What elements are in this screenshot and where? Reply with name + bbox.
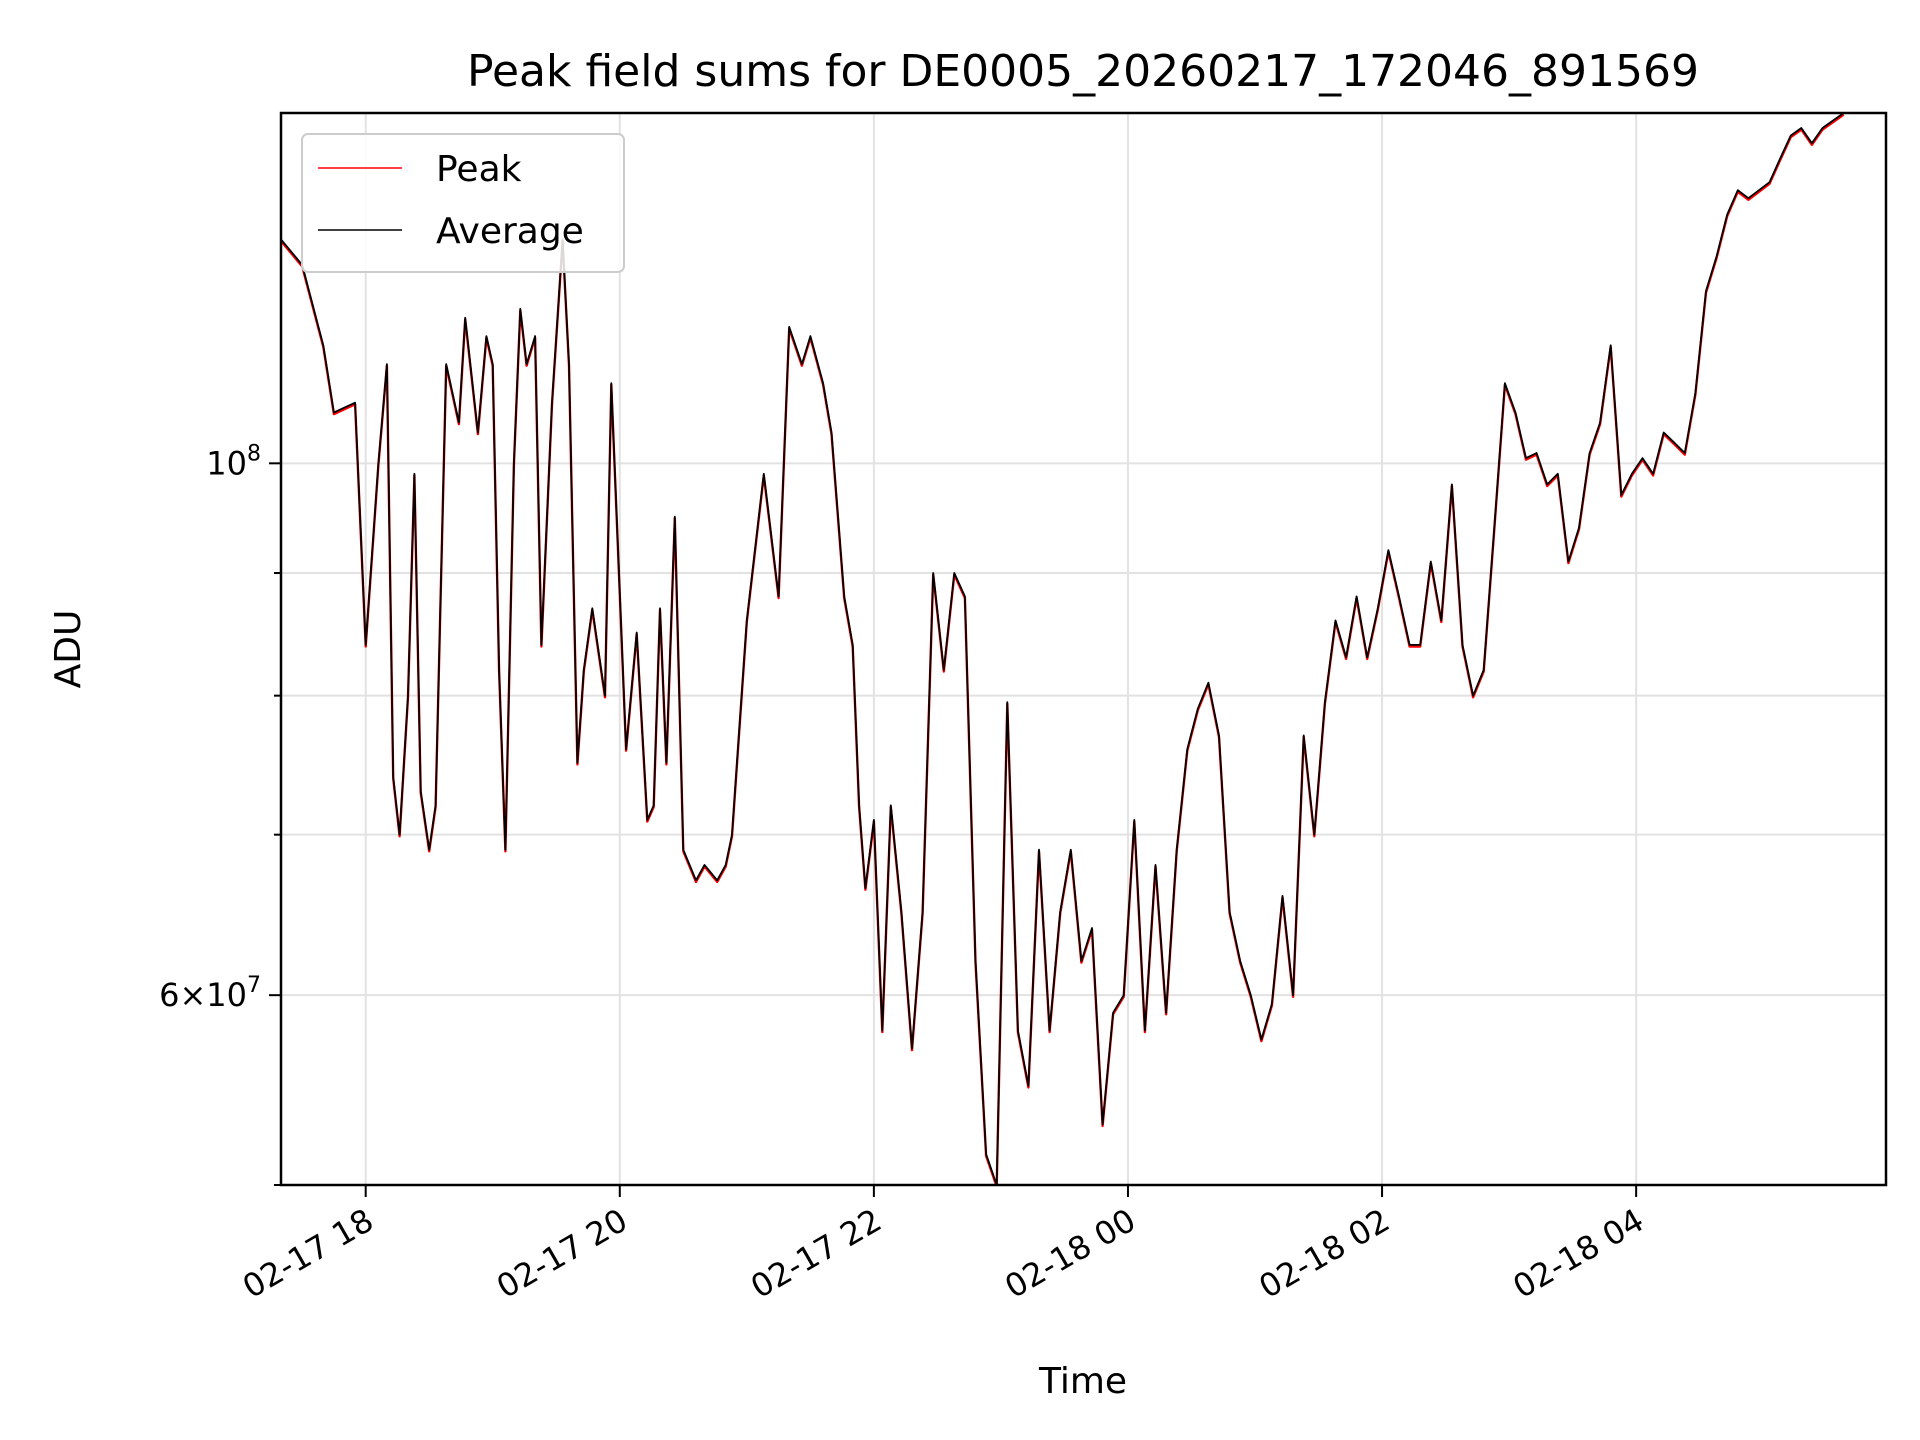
y-tick-label: 108 [206, 441, 261, 482]
legend-label-average: Average [436, 211, 584, 252]
chart-title: Peak field sums for DE0005_20260217_1720… [467, 46, 1699, 97]
plot-area [281, 113, 1845, 1185]
legend: Peak Average [301, 133, 625, 273]
series-line-average [281, 113, 1845, 1185]
y-tick-label: 6×107 [159, 973, 261, 1014]
y-axis-label: ADU [48, 610, 89, 689]
x-axis-label: Time [1038, 1361, 1127, 1402]
grid-lines [281, 113, 1886, 1185]
y-axis: 108 6×107 [159, 441, 281, 1186]
legend-label-peak: Peak [436, 149, 522, 190]
axes-frame [279, 111, 1888, 1187]
